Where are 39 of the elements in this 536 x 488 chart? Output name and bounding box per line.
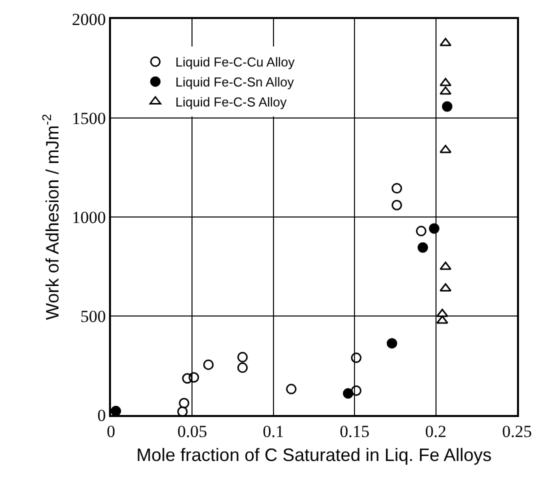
point	[182, 373, 193, 384]
point	[436, 308, 448, 318]
point	[286, 384, 297, 394]
point	[418, 242, 428, 253]
point	[440, 144, 452, 154]
y-tick-label: 500	[80, 306, 106, 326]
x-tick-label: 0.05	[177, 422, 208, 442]
point	[350, 385, 362, 396]
point	[203, 359, 214, 370]
legend-label: Liquid Fe-C-Sn Alloy	[175, 74, 294, 90]
legend-label: Liquid Fe-C-Cu Alloy	[175, 54, 296, 70]
point	[392, 183, 402, 194]
point	[237, 362, 248, 373]
point	[350, 352, 362, 364]
point	[188, 372, 200, 383]
x-tick-label: 0.2	[425, 422, 446, 442]
point	[428, 223, 440, 234]
point	[416, 226, 426, 236]
x-tick-label: 0.25	[502, 422, 532, 442]
point	[386, 338, 398, 349]
y-tick-label: 1500	[72, 108, 106, 128]
point	[440, 262, 452, 270]
x-axis-title: Mole fraction of C Saturated in Liq. Fe Alloys	[136, 444, 492, 465]
point	[237, 352, 248, 362]
point	[110, 406, 122, 416]
point	[178, 398, 190, 408]
y-tick-label: 0	[97, 406, 106, 425]
point	[342, 388, 354, 399]
y-tick-label: 1000	[72, 208, 106, 227]
x-tick-label: 0.1	[262, 422, 284, 442]
point	[442, 101, 452, 112]
point	[392, 200, 402, 210]
point	[440, 283, 452, 292]
x-tick-label: 0.15	[340, 422, 370, 442]
point	[440, 78, 452, 86]
legend-label: Liquid Fe-C-S Alloy	[175, 94, 288, 110]
point	[440, 38, 452, 46]
point	[440, 86, 452, 95]
y-tick-label: 2000	[72, 10, 106, 29]
